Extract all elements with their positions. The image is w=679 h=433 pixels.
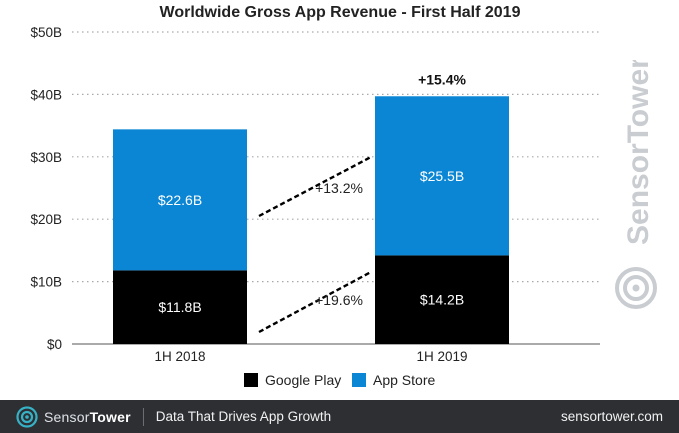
bar-value-label: $25.5B — [420, 168, 464, 184]
y-tick-label: $30B — [30, 150, 62, 165]
footer-brand-part1: Sensor — [44, 408, 90, 425]
footer-bar: SensorTower Data That Drives App Growth … — [0, 400, 679, 433]
legend: Google Play App Store — [244, 372, 435, 388]
chart-title: Worldwide Gross App Revenue - First Half… — [160, 4, 521, 21]
bars: $11.8B $22.6B 1H 2018 $14.2B $25.5B 1H 2019 — [113, 96, 509, 364]
legend-swatch-google-play — [244, 373, 258, 387]
legend-swatch-app-store — [352, 373, 366, 387]
bar-segment — [113, 270, 247, 344]
chart: Worldwide Gross App Revenue - First Half… — [30, 4, 600, 388]
bar-segment — [375, 255, 509, 344]
app-store-growth-line — [258, 155, 372, 218]
footer-tagline: Data That Drives App Growth — [155, 409, 332, 424]
total-growth-label: +15.4% — [418, 71, 466, 87]
footer-site-link[interactable]: sensortower.com — [560, 409, 663, 424]
sensortower-logo-icon — [16, 405, 38, 428]
footer-logo: SensorTower — [16, 405, 131, 428]
bar-value-label: $22.6B — [158, 192, 202, 208]
y-axis-ticks: $0 $10B $20B $30B $40B $50B — [30, 25, 62, 352]
x-tick-label: 1H 2018 — [154, 349, 205, 364]
legend-label-app-store: App Store — [373, 372, 435, 388]
sensortower-watermark: SensorTower — [606, 60, 666, 320]
x-tick-label: 1H 2019 — [416, 349, 467, 364]
y-tick-label: $50B — [30, 25, 62, 40]
bar-segment — [375, 96, 509, 256]
y-tick-label: $0 — [47, 337, 62, 352]
footer-brand-part2: Tower — [89, 408, 131, 425]
y-tick-label: $20B — [30, 212, 62, 227]
y-tick-label: $10B — [30, 275, 62, 290]
app-store-growth-label: +13.2% — [315, 180, 363, 196]
legend-label-google-play: Google Play — [265, 372, 341, 388]
bar-value-label: $14.2B — [420, 292, 464, 308]
watermark-graphic: SensorTower — [615, 60, 657, 309]
watermark-logo-icon — [615, 267, 657, 309]
watermark-text: SensorTower — [622, 60, 655, 245]
bar-segment — [113, 129, 247, 271]
google-play-growth-line — [258, 270, 372, 334]
footer-divider — [142, 407, 144, 426]
google-play-growth-label: +19.6% — [315, 292, 363, 308]
bar-value-label: $11.8B — [158, 299, 201, 315]
y-tick-label: $40B — [30, 87, 62, 102]
growth-annotations: +13.2% +19.6% +15.4% — [258, 71, 466, 334]
footer-brand: SensorTower — [44, 409, 131, 425]
